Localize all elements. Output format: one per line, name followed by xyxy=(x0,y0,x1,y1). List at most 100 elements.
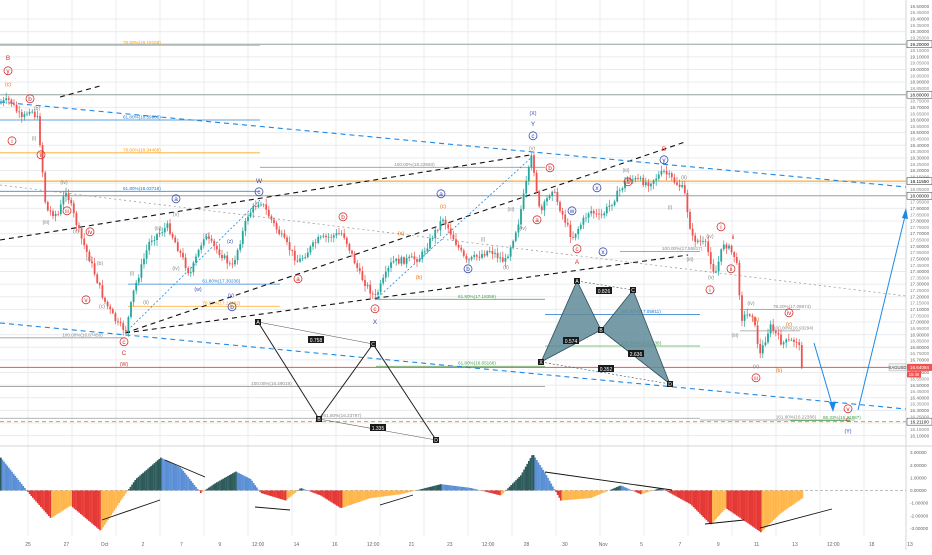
candle-body xyxy=(666,171,668,174)
osc-bar xyxy=(328,490,330,500)
wave-label: a xyxy=(174,196,178,203)
osc-bar xyxy=(182,471,184,491)
osc-bar xyxy=(264,490,266,494)
candle-body xyxy=(260,204,262,205)
candle-body xyxy=(13,103,15,104)
osc-bar xyxy=(384,490,386,496)
candle-body xyxy=(102,285,104,298)
price-tick-label: 18.05000 xyxy=(910,187,930,192)
candle-body xyxy=(65,193,67,196)
osc-bar xyxy=(658,489,660,491)
candle-body xyxy=(239,244,241,250)
candle-body xyxy=(421,252,423,260)
osc-bar xyxy=(752,490,754,526)
candle-body xyxy=(497,253,499,258)
candle-body xyxy=(791,340,793,341)
osc-bar xyxy=(152,464,154,490)
time-tick-label: 13 xyxy=(907,542,913,548)
candle-body xyxy=(286,238,288,243)
osc-bar xyxy=(602,490,604,493)
candle-body xyxy=(609,206,611,207)
price-tick-label: 18.95000 xyxy=(910,73,930,78)
osc-bar xyxy=(547,478,549,491)
osc-bar xyxy=(362,490,364,500)
wave-label: (iii) xyxy=(732,333,739,339)
osc-bar xyxy=(334,490,336,504)
candle-body xyxy=(213,241,215,246)
candle-body xyxy=(245,221,247,231)
candle-body xyxy=(570,225,572,237)
harmonic-point-label: C xyxy=(631,288,635,294)
osc-bar xyxy=(286,490,288,499)
price-tick-label: 17.70000 xyxy=(910,231,930,236)
osc-bar xyxy=(483,490,485,491)
wave-label: b xyxy=(230,304,234,311)
candle-body xyxy=(385,272,387,278)
candle-body xyxy=(427,248,429,251)
osc-bar xyxy=(528,461,530,491)
candle-body xyxy=(323,236,325,237)
osc-bar xyxy=(83,490,85,516)
price-tick-label: 18.25000 xyxy=(910,162,930,167)
candle-body xyxy=(310,247,312,253)
key-levels xyxy=(0,44,906,421)
osc-bar xyxy=(706,490,708,520)
osc-bar xyxy=(21,484,23,491)
osc-bar xyxy=(283,490,285,500)
wave-label: C xyxy=(846,417,851,424)
osc-bar xyxy=(26,490,28,491)
candle-body xyxy=(515,233,517,241)
candle-body xyxy=(307,252,309,257)
osc-bar xyxy=(614,488,616,491)
osc-bar xyxy=(368,490,370,498)
osc-bar xyxy=(106,490,108,522)
candle-body xyxy=(788,339,790,340)
wave-label: iv xyxy=(88,229,93,236)
harmonic-ratio-label: 2.636 xyxy=(630,352,643,358)
candle-body xyxy=(135,283,137,291)
candle-body xyxy=(765,342,767,345)
candle-body xyxy=(221,255,223,258)
candle-body xyxy=(642,178,644,185)
osc-bar xyxy=(723,490,725,510)
trendline xyxy=(375,157,532,300)
wave-label: (iii) xyxy=(623,168,630,174)
osc-tick-label: -3.00000 xyxy=(910,526,929,531)
candle-body xyxy=(437,230,439,231)
candle-body xyxy=(81,228,83,238)
osc-bar xyxy=(507,488,509,490)
candle-body xyxy=(24,114,26,117)
wave-label: (c) xyxy=(5,82,11,88)
osc-bar xyxy=(262,490,264,493)
osc-bar xyxy=(446,485,448,491)
osc-bar xyxy=(387,490,389,495)
price-tick-label: 17.95000 xyxy=(910,200,930,205)
osc-bar xyxy=(538,463,540,491)
osc-bar xyxy=(357,490,359,502)
wave-label: (iv) xyxy=(519,226,526,232)
wave-label: Y xyxy=(531,121,536,128)
candle-body xyxy=(408,257,410,258)
price-tick-label: 18.70000 xyxy=(910,105,930,110)
osc-bar xyxy=(54,490,56,515)
osc-bar xyxy=(38,490,40,505)
osc-bar xyxy=(11,472,13,491)
osc-bar xyxy=(187,477,189,491)
candle-body xyxy=(398,259,400,264)
osc-bar xyxy=(8,468,10,491)
wave-label: (ii) xyxy=(681,175,687,181)
wave-label: b xyxy=(548,165,552,172)
harmonic-ratio-label: 0.826 xyxy=(598,289,611,295)
candle-body xyxy=(440,221,442,230)
candle-body xyxy=(559,202,561,211)
candle-body xyxy=(580,225,582,229)
osc-bar xyxy=(760,490,762,532)
osc-bar xyxy=(426,488,428,491)
candle-body xyxy=(55,214,57,216)
osc-bar xyxy=(522,472,524,490)
osc-bar xyxy=(741,490,743,518)
price-tick-label: 16.40000 xyxy=(910,395,930,400)
osc-bar xyxy=(29,490,31,494)
candle-body xyxy=(783,342,785,344)
price-tick-label: 17.75000 xyxy=(910,225,930,230)
